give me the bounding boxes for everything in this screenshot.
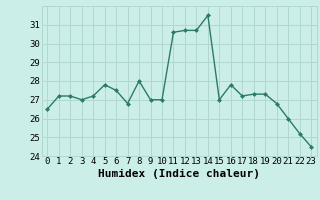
X-axis label: Humidex (Indice chaleur): Humidex (Indice chaleur) [98,169,260,179]
